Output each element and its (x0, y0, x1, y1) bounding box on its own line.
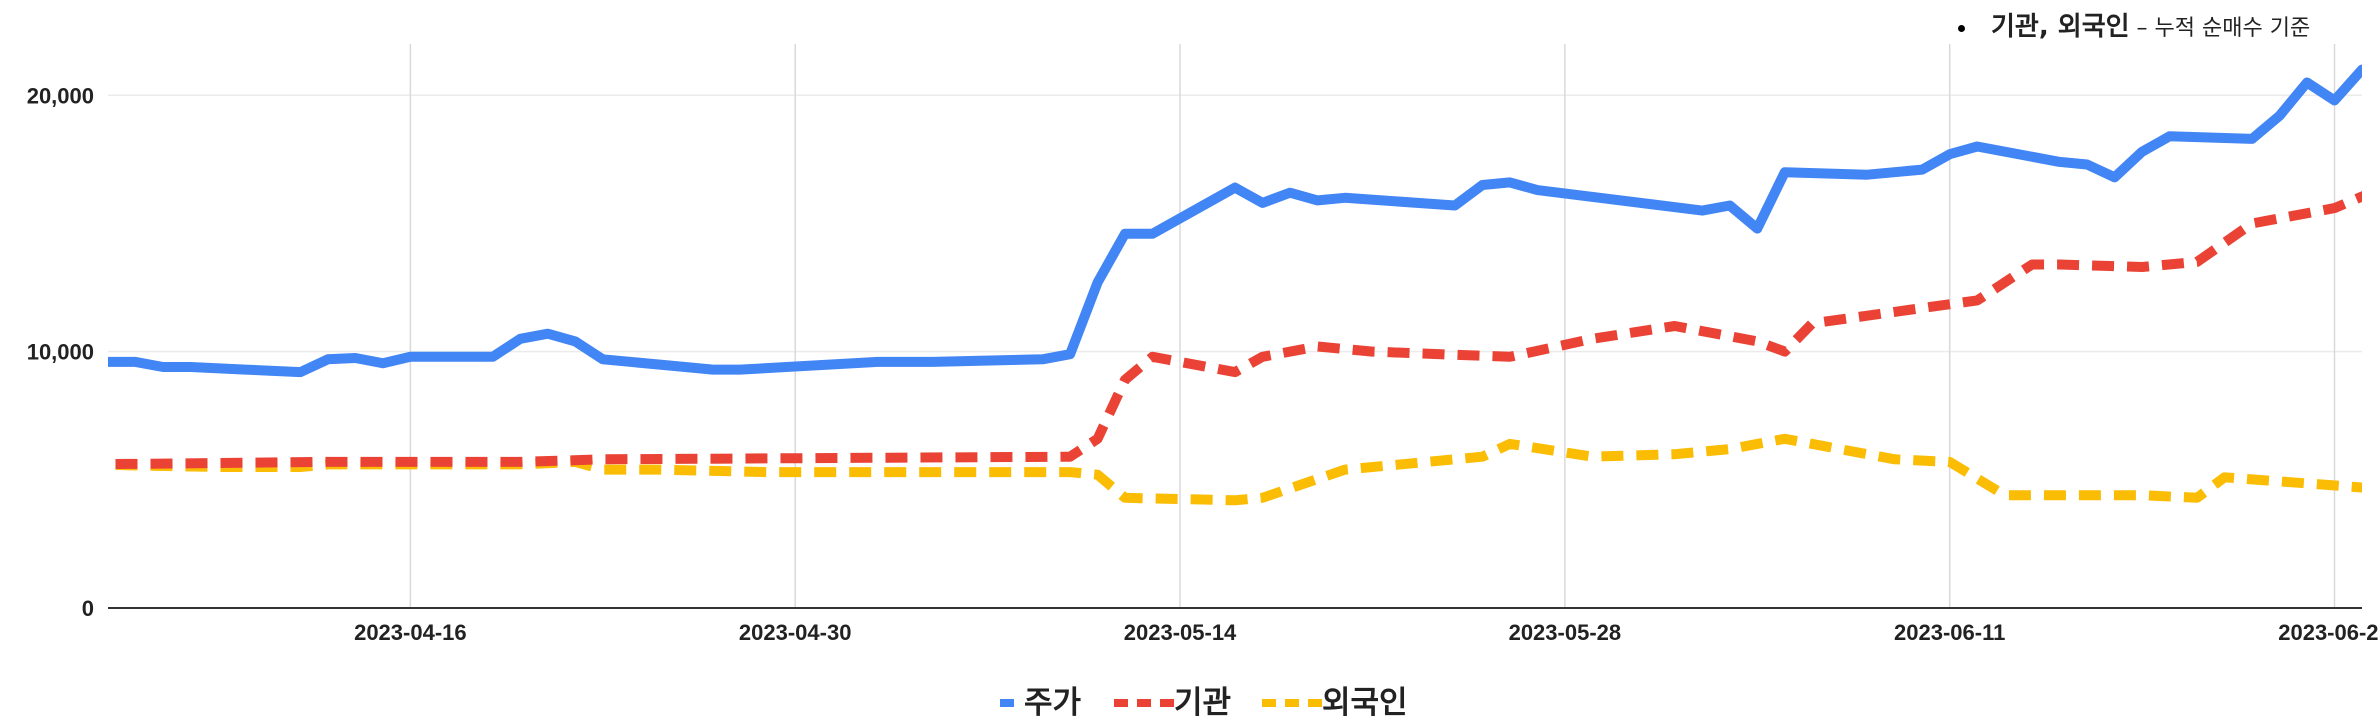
x-tick-label: 2023-05-14 (1124, 620, 1237, 645)
y-tick-label: 10,000 (27, 340, 94, 365)
chart-annotation: 기관, 외국인 – 누적 순매수 기준 (1958, 6, 2310, 43)
y-tick-label: 20,000 (27, 83, 94, 108)
x-tick-label: 2023-06-25 (2278, 620, 2379, 645)
series-line-2 (108, 191, 2362, 470)
annotation-subtitle: – 누적 순매수 기준 (2129, 16, 2311, 41)
legend-label-2: 기관 (1174, 685, 1231, 721)
x-tick-label: 2023-06-11 (1894, 620, 2005, 645)
annotation-title: 기관, 외국인 (1991, 12, 2130, 42)
series-lines (108, 64, 2362, 506)
legend: 주가 기관 외국인 (1000, 685, 1408, 721)
legend-label-3: 외국인 (1322, 685, 1408, 721)
series-line-1 (108, 64, 2362, 378)
legend-label-1: 주가 (1024, 685, 1082, 721)
series-line-3 (108, 433, 2362, 506)
x-tick-label: 2023-05-28 (1509, 620, 1622, 645)
axes: 0 10,000 20,000 2023-04-16 2023-04-30 2023-05… (27, 83, 2379, 645)
x-tick-label: 2023-04-30 (739, 620, 852, 645)
y-tick-label: 0 (82, 596, 94, 621)
bullet-icon (1958, 24, 1965, 32)
x-tick-label: 2023-04-16 (354, 620, 467, 645)
grid (108, 44, 2362, 608)
